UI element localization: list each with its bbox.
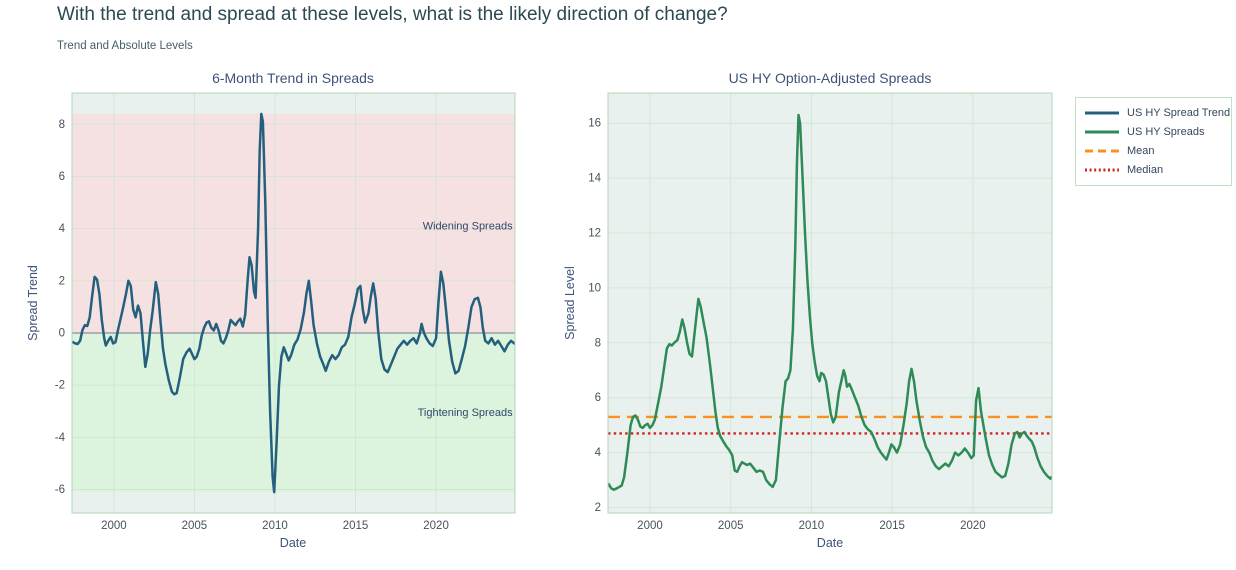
page-title: With the trend and spread at these level… — [57, 4, 728, 25]
y-tick-label: 14 — [588, 173, 601, 185]
y-tick-label: -6 — [55, 484, 65, 496]
y-tick-label: 12 — [588, 228, 601, 240]
chart-legend[interactable]: US HY Spread Trend US HY Spreads Mean Media… — [1075, 97, 1232, 186]
y-tick-label: 6 — [595, 392, 601, 404]
spreads-chart-x-axis-label: Date — [816, 536, 844, 550]
legend-line-sample — [1085, 111, 1119, 115]
y-tick-label: 2 — [595, 502, 601, 514]
series-line — [607, 113, 1053, 491]
legend-line-sample — [1085, 149, 1119, 153]
shaded-band — [72, 113, 515, 333]
trend-chart-x-axis-label: Date — [279, 536, 307, 550]
legend-item-us-hy-spread-trend[interactable]: US HY Spread Trend — [1084, 105, 1230, 121]
y-tick-label: 4 — [595, 447, 602, 459]
y-tick-label: 0 — [59, 328, 65, 340]
band-annotation: Widening Spreads — [423, 221, 513, 233]
x-tick-label: 2010 — [262, 520, 288, 532]
legend-line-sample — [1085, 130, 1119, 134]
x-tick-label: 2005 — [718, 520, 744, 532]
x-tick-label: 2020 — [960, 520, 986, 532]
spreads-chart-title: US HY Option-Adjusted Spreads — [728, 70, 932, 86]
y-tick-label: -4 — [55, 432, 66, 444]
x-tick-label: 2005 — [182, 520, 208, 532]
x-tick-label: 2015 — [343, 520, 369, 532]
legend-item-label: US HY Spread Trend — [1127, 107, 1231, 119]
legend-line-sample — [1085, 168, 1119, 172]
y-tick-label: 4 — [59, 223, 66, 235]
legend-item-us-hy-spreads[interactable]: US HY Spreads — [1084, 124, 1223, 140]
y-tick-label: 2 — [59, 275, 65, 287]
y-tick-label: 8 — [59, 119, 65, 131]
x-tick-label: 2020 — [423, 520, 449, 532]
x-tick-label: 2015 — [879, 520, 905, 532]
x-tick-label: 2010 — [799, 520, 825, 532]
plot-background — [608, 93, 1052, 513]
page-subtitle: Trend and Absolute Levels — [57, 40, 193, 52]
trend-chart-title: 6-Month Trend in Spreads — [212, 70, 374, 86]
legend-item-label: US HY Spreads — [1127, 126, 1205, 138]
y-tick-label: 10 — [588, 282, 601, 294]
y-tick-label: -2 — [55, 380, 65, 392]
plot-border — [71, 92, 516, 514]
y-tick-label: 8 — [595, 337, 601, 349]
y-tick-label: 16 — [588, 118, 601, 130]
trend-chart-plot[interactable]: 2000 2005 2010 2015 2020 8 6 4 2 0 -2 -4 -6 Widening … — [20, 68, 544, 570]
x-tick-label: 2000 — [101, 520, 127, 532]
spreads-chart-plot[interactable]: 2000 2005 2010 2015 2020 16 14 12 10 8 6 4 2 — [556, 68, 1080, 570]
legend-item-label: Mean — [1127, 145, 1155, 157]
plot-border — [607, 92, 1053, 514]
band-annotation: Tightening Spreads — [418, 407, 513, 419]
legend-item-label: Median — [1127, 164, 1164, 176]
series-line — [71, 112, 516, 494]
legend-item-median[interactable]: Median — [1084, 162, 1223, 178]
y-tick-label: 6 — [59, 171, 65, 183]
legend-item-mean[interactable]: Mean — [1084, 143, 1223, 159]
x-tick-label: 2000 — [637, 520, 663, 532]
